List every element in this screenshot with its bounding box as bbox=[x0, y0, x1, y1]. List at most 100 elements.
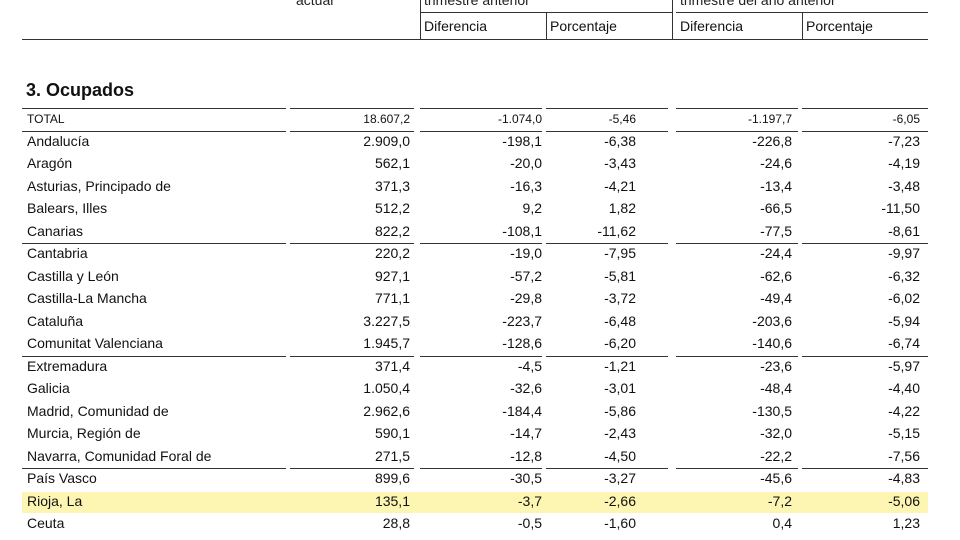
row-rule bbox=[420, 130, 542, 132]
value-diff-prev-quarter: -29,8 bbox=[510, 290, 542, 306]
row-name: Aragón bbox=[27, 155, 73, 171]
table-row: Murcia, Región de 590,1 -14,7 -2,43 -32,0 -5,… bbox=[0, 423, 960, 445]
value-diff-prev-quarter: -0,5 bbox=[517, 515, 542, 531]
value-pct-prev-year: -4,40 bbox=[888, 380, 920, 396]
value-diff-prev-quarter: -108,1 bbox=[502, 222, 542, 239]
value-pct-prev-quarter: -3,01 bbox=[604, 380, 636, 396]
row-name: Extremadura bbox=[27, 357, 108, 374]
value-actual: 1.945,7 bbox=[363, 335, 410, 351]
value-actual: 927,1 bbox=[374, 267, 410, 284]
value-diff-prev-quarter: -1.074,0 bbox=[497, 112, 542, 126]
value-diff-prev-year: -62,6 bbox=[760, 267, 792, 284]
row-rule bbox=[802, 355, 928, 357]
value-diff-prev-quarter: -32,6 bbox=[510, 380, 542, 396]
value-diff-prev-year: -7,2 bbox=[767, 492, 792, 509]
value-actual: 371,3 bbox=[374, 177, 410, 194]
row-name: Cantabria bbox=[27, 245, 88, 261]
value-actual: 371,4 bbox=[374, 357, 410, 374]
value-pct-prev-year: -5,97 bbox=[888, 357, 920, 374]
value-actual: 771,1 bbox=[374, 290, 410, 306]
value-pct-prev-year: -6,05 bbox=[892, 112, 920, 126]
value-pct-prev-quarter: -3,27 bbox=[604, 470, 636, 486]
row-name: Madrid, Comunidad de bbox=[27, 402, 169, 419]
table-row: Extremadura 371,4 -4,5 -1,21 -23,6 -5,97 bbox=[0, 355, 960, 378]
value-actual: 822,2 bbox=[374, 222, 410, 239]
value-diff-prev-year: -77,5 bbox=[760, 222, 792, 239]
value-pct-prev-quarter: -6,48 bbox=[604, 312, 636, 329]
subheader-diferencia-1: Diferencia bbox=[424, 18, 488, 34]
table-row: Castilla-La Mancha 771,1 -29,8 -3,72 -49,4 -6… bbox=[0, 288, 960, 310]
row-rule bbox=[802, 243, 928, 244]
row-name: Cataluña bbox=[27, 312, 84, 329]
value-pct-prev-year: -11,50 bbox=[881, 200, 920, 216]
value-actual: 512,2 bbox=[374, 200, 410, 216]
row-rule bbox=[676, 243, 798, 244]
header-col-actual: actual bbox=[296, 0, 334, 8]
value-pct-prev-year: -6,02 bbox=[888, 290, 920, 306]
row-rule bbox=[676, 468, 798, 469]
table-row: Cataluña 3.227,5 -223,7 -6,48 -203,6 -5,94 bbox=[0, 311, 960, 333]
value-diff-prev-year: -48,4 bbox=[760, 380, 792, 396]
value-diff-prev-year: -49,4 bbox=[760, 290, 792, 306]
row-name: Murcia, Región de bbox=[27, 425, 141, 441]
table-row: Canarias 822,2 -108,1 -11,62 -77,5 -8,61 bbox=[0, 221, 960, 243]
value-actual: 18.607,2 bbox=[363, 112, 410, 126]
value-diff-prev-year: -130,5 bbox=[752, 402, 792, 419]
row-name: Castilla-La Mancha bbox=[27, 290, 147, 306]
value-pct-prev-quarter: 1,82 bbox=[608, 200, 636, 216]
value-diff-prev-year: -140,6 bbox=[752, 335, 792, 351]
row-rule bbox=[546, 355, 668, 357]
row-rule bbox=[290, 108, 414, 109]
value-diff-prev-quarter: -19,0 bbox=[510, 245, 542, 261]
table-row: Balears, Illes 512,2 9,2 1,82 -66,5 -11,50 bbox=[0, 198, 960, 220]
value-diff-prev-quarter: -30,5 bbox=[510, 470, 542, 486]
table-row: Comunitat Valenciana 1.945,7 -128,6 -6,20 -1… bbox=[0, 333, 960, 355]
value-pct-prev-year: -4,22 bbox=[888, 402, 920, 419]
value-pct-prev-year: -4,83 bbox=[888, 470, 920, 486]
value-diff-prev-year: -1.197,7 bbox=[747, 112, 792, 126]
value-pct-prev-year: -8,61 bbox=[888, 222, 920, 239]
table-row: Aragón 562,1 -20,0 -3,43 -24,6 -4,19 bbox=[0, 153, 960, 175]
value-diff-prev-year: -24,6 bbox=[760, 155, 792, 171]
row-name: Canarias bbox=[27, 222, 84, 239]
subheader-porcentaje-2: Porcentaje bbox=[806, 18, 873, 34]
row-rule bbox=[676, 355, 798, 357]
row-rule bbox=[290, 355, 414, 357]
value-diff-prev-year: -24,4 bbox=[760, 245, 792, 261]
row-rule bbox=[420, 355, 542, 357]
value-diff-prev-quarter: -3,7 bbox=[517, 492, 542, 509]
header-separator bbox=[672, 0, 673, 39]
value-actual: 899,6 bbox=[374, 470, 410, 486]
value-pct-prev-quarter: -11,62 bbox=[597, 222, 636, 239]
table-row: Castilla y León 927,1 -57,2 -5,81 -62,6 -6,32 bbox=[0, 266, 960, 288]
row-rule bbox=[22, 130, 286, 132]
table-row-total: TOTAL 18.607,2 -1.074,0 -5,46 -1.197,7 -6,05 bbox=[0, 108, 960, 130]
value-diff-prev-year: -22,2 bbox=[760, 447, 792, 464]
value-pct-prev-year: -3,48 bbox=[888, 177, 920, 194]
header-separator bbox=[802, 13, 803, 39]
row-name: Navarra, Comunidad Foral de bbox=[27, 447, 212, 464]
value-pct-prev-quarter: -5,81 bbox=[604, 267, 636, 284]
value-actual: 562,1 bbox=[374, 155, 410, 171]
value-diff-prev-quarter: -184,4 bbox=[502, 402, 542, 419]
header-col-prev-year: trimestre del año anterior bbox=[680, 0, 836, 8]
table-row: Galicia 1.050,4 -32,6 -3,01 -48,4 -4,40 bbox=[0, 378, 960, 400]
value-actual: 28,8 bbox=[382, 515, 410, 531]
value-diff-prev-year: -13,4 bbox=[760, 177, 792, 194]
value-pct-prev-year: 1,23 bbox=[892, 515, 920, 531]
row-name: Ceuta bbox=[27, 515, 65, 531]
section-title: 3. Ocupados bbox=[26, 80, 135, 100]
table-row: País Vasco 899,6 -30,5 -3,27 -45,6 -4,83 bbox=[0, 468, 960, 490]
table-row: Madrid, Comunidad de 2.962,6 -184,4 -5,86 -1… bbox=[0, 401, 960, 423]
value-pct-prev-year: -4,19 bbox=[888, 155, 920, 171]
value-pct-prev-quarter: -1,21 bbox=[604, 357, 636, 374]
row-rule bbox=[22, 243, 286, 244]
value-actual: 271,5 bbox=[374, 447, 410, 464]
value-pct-prev-quarter: -4,21 bbox=[604, 177, 636, 194]
row-name: Balears, Illes bbox=[27, 200, 108, 216]
row-rule bbox=[802, 130, 928, 132]
row-rule bbox=[802, 108, 928, 109]
value-actual: 590,1 bbox=[374, 425, 410, 441]
row-rule bbox=[420, 468, 542, 469]
row-rule bbox=[420, 243, 542, 244]
